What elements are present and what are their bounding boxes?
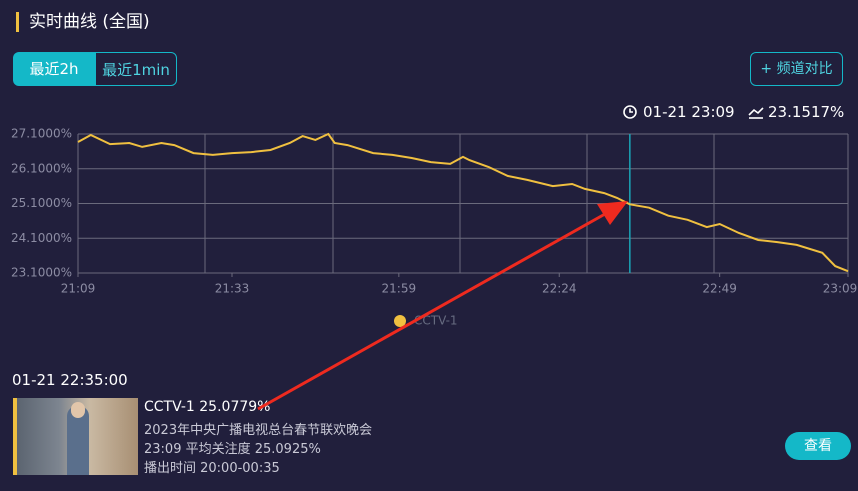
series-line [77,132,849,273]
view-button[interactable]: 查看 [785,432,851,460]
panel-time: 01-21 22:35:00 [12,371,128,389]
figure [67,406,89,475]
cursor-value: 23.1517% [768,103,845,121]
legend-label: CCTV-1 [414,314,458,328]
program-thumbnail[interactable] [13,398,138,475]
trend-icon [748,107,764,119]
arrow-head [597,201,628,225]
tab[interactable]: 最近1min [95,52,177,86]
channel-rating: CCTV-1 25.0779% [144,399,271,415]
annotation-arrow [257,201,628,411]
x-tick-label: 21:59 [382,282,417,296]
clock-icon [623,105,637,119]
cursor-time: 01-21 23:09 [643,103,735,121]
vertical-grid [77,134,849,273]
air-time: 播出时间 20:00-00:35 [144,461,280,476]
tab-active[interactable]: 最近2h [13,52,95,86]
y-tick-label: 24.1000% [11,231,72,245]
y-tick-label: 23.1000% [11,266,72,280]
x-tick-label: 21:33 [215,282,250,296]
panel-title: 实时曲线 (全国) [16,12,150,32]
average-attention: 23:09 平均关注度 25.0925% [144,442,321,457]
arrow-shaft [257,212,606,411]
x-tick-label: 22:24 [542,282,577,296]
x-tick-label: 22:49 [702,282,737,296]
compare-button[interactable]: + 频道对比 [750,52,843,86]
program-name: 2023年中央广播电视总台春节联欢晚会 [144,423,373,438]
x-tick-label: 21:09 [61,282,96,296]
y-tick-label: 26.1000% [11,161,72,175]
legend-swatch [394,315,406,327]
y-tick-label: 25.1000% [11,196,72,210]
x-tick-label: 23:09 [823,282,858,296]
figure-head [71,402,85,418]
y-tick-label: 27.1000% [11,127,72,141]
